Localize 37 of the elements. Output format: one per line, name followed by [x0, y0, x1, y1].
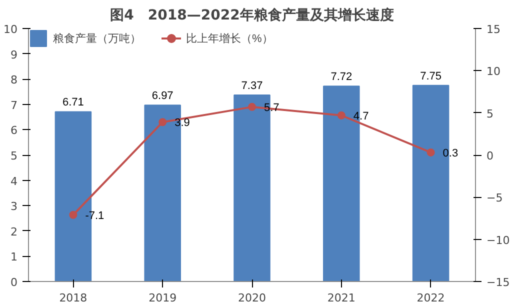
- y-tick-label: 0: [10, 276, 18, 289]
- y-tick-label: 10: [4, 23, 18, 36]
- y-tick-label: 8: [10, 74, 18, 87]
- y2-tick-label: 10: [486, 65, 500, 78]
- y2-tick-label: 5: [486, 107, 494, 120]
- y2-tick-label: 15: [486, 23, 500, 36]
- data-label: 7.37: [241, 80, 263, 92]
- legend-label: 比上年增长（%）: [186, 32, 273, 46]
- point: [248, 102, 256, 111]
- y2-tick-label: −10: [486, 234, 510, 247]
- x-tick-label: 2022: [416, 292, 445, 304]
- x-tick-label: 2019: [148, 292, 177, 304]
- chart-title: 图4 2018—2022年粮食产量及其增长速度: [110, 6, 394, 24]
- point: [158, 118, 167, 126]
- data-label: 7.75: [420, 70, 442, 82]
- x-tick-label: 2020: [238, 292, 266, 304]
- y-tick-label: 2: [10, 225, 18, 238]
- legend-label: 粮食产量（万吨）: [53, 32, 141, 46]
- y2-tick-label: −15: [486, 276, 510, 289]
- data-label: 6.97: [152, 90, 174, 102]
- data-label: 7.72: [330, 71, 352, 84]
- point: [69, 210, 78, 219]
- point: [426, 148, 435, 156]
- y-tick-label: 7: [10, 98, 18, 112]
- y-tick-label: 9: [10, 48, 18, 62]
- x-tick-label: 2021: [327, 292, 356, 304]
- point: [337, 111, 346, 120]
- y-tick-label: 4: [10, 174, 18, 188]
- data-label: 6.71: [62, 96, 84, 109]
- y2-tick-label: 0: [486, 150, 494, 162]
- data-label: 5.7: [264, 102, 280, 114]
- y2-tick-label: −5: [486, 192, 503, 205]
- y-tick-label: 1: [10, 250, 18, 264]
- y-tick-label: 5: [10, 150, 18, 162]
- y-tick-label: 6: [10, 124, 18, 138]
- x-tick-label: 2018: [59, 292, 88, 304]
- y-tick-label: 3: [10, 200, 18, 214]
